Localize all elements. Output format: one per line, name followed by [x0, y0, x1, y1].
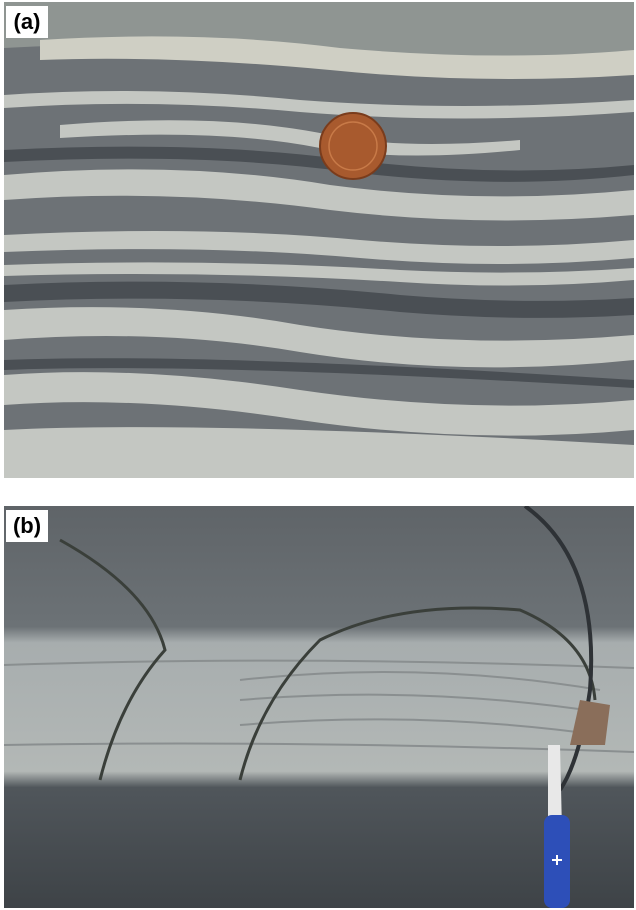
- panel-label: (b): [13, 513, 41, 538]
- photo-b: [4, 506, 634, 908]
- photo-a: [4, 2, 634, 478]
- panel-label: (a): [14, 9, 41, 34]
- label-box: [6, 510, 48, 542]
- label-box: [6, 6, 48, 38]
